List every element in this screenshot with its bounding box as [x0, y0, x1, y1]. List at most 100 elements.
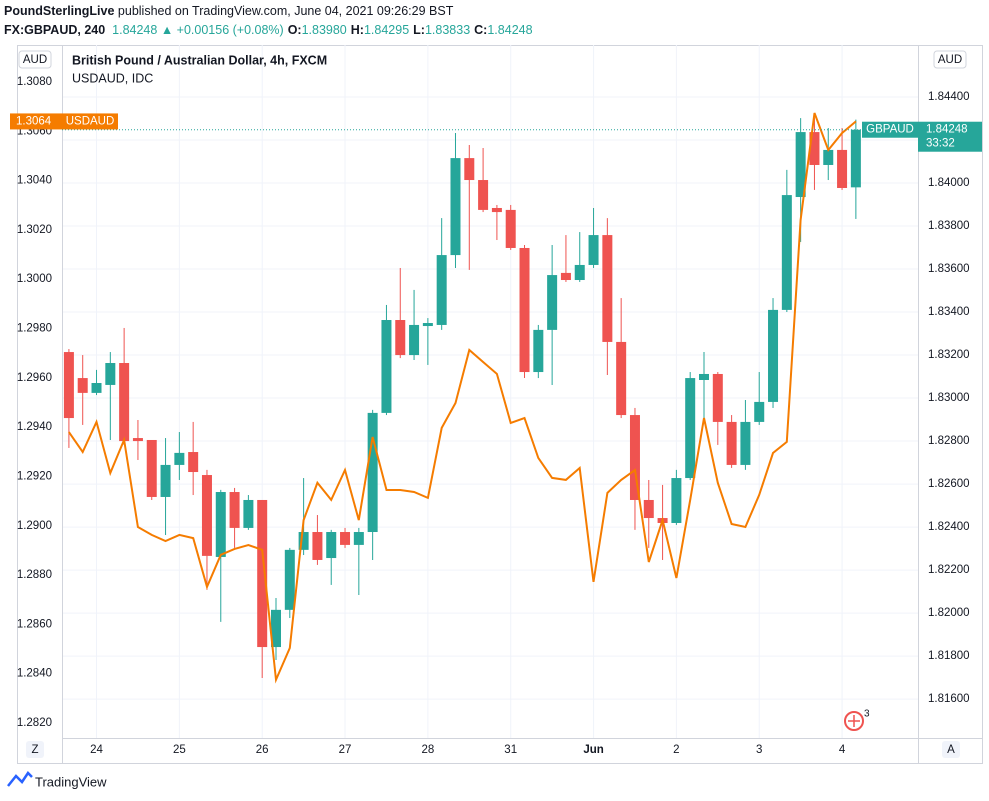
- z-button[interactable]: [26, 741, 44, 758]
- x-tick-label: 25: [173, 744, 186, 756]
- candle-body: [257, 499, 268, 648]
- x-tick-label: 4: [839, 744, 846, 756]
- price-label-value: 1.3064: [16, 115, 52, 127]
- candle-body: [754, 401, 765, 422]
- candle-body: [243, 499, 254, 528]
- candle-body: [671, 478, 682, 523]
- y-tick-label: 1.82200: [928, 564, 970, 576]
- candle-body: [740, 421, 751, 465]
- a-button[interactable]: [942, 741, 960, 758]
- candle-body: [146, 439, 157, 497]
- candle-body: [312, 532, 323, 560]
- candle-body: [726, 421, 737, 465]
- candle-body: [768, 309, 779, 402]
- price-label-box: [10, 113, 62, 130]
- candle-body: [533, 329, 544, 373]
- y2-tick-label: 1.2900: [17, 520, 52, 532]
- header-line-2: FX:GBPAUD, 240 1.84248 ▲ +0.00156 (+0.08…: [4, 21, 533, 40]
- candle-body: [781, 195, 792, 310]
- candle-body: [809, 132, 820, 165]
- price-label-value: 1.84248: [926, 124, 968, 136]
- header-line-1: PoundSterlingLive published on TradingVi…: [4, 2, 533, 21]
- candle-body: [629, 415, 640, 500]
- candle-body: [491, 207, 502, 213]
- line-series: [68, 112, 857, 684]
- y-tick-label: 1.83800: [928, 220, 970, 232]
- x-tick-label: 27: [339, 744, 352, 756]
- published: published on TradingView.com, June 04, 2…: [117, 4, 454, 18]
- a-label[interactable]: A: [947, 744, 955, 756]
- candle-body: [188, 452, 199, 473]
- y2-tick-label: 1.2860: [17, 618, 52, 630]
- candle-body: [271, 609, 281, 648]
- candle-body: [298, 532, 309, 550]
- z-label[interactable]: Z: [31, 744, 38, 756]
- y-tick-label: 1.82000: [928, 607, 970, 619]
- candle-body: [353, 532, 364, 545]
- countdown: 33:32: [926, 138, 955, 150]
- right-unit-button[interactable]: [933, 50, 967, 69]
- candle-body: [422, 323, 433, 327]
- candle-body: [574, 264, 585, 281]
- last: 1.84248: [112, 23, 158, 37]
- price-label-name: GBPAUD: [866, 124, 914, 136]
- price-label-box: [918, 121, 982, 152]
- candle-body: [174, 452, 185, 465]
- y-tick-label: 1.83400: [928, 306, 970, 318]
- ohlc-label: H:: [350, 23, 364, 37]
- indicator-badge: 3: [864, 709, 870, 720]
- candle-body: [685, 378, 696, 479]
- y-tick-label: 1.83200: [928, 349, 970, 361]
- candle-body: [229, 492, 240, 528]
- ohlc-label: L:: [413, 23, 425, 37]
- ohlc-value: 1.84248: [487, 23, 533, 37]
- x-tick-label: 28: [421, 744, 434, 756]
- right-unit[interactable]: AUD: [938, 54, 962, 66]
- ohlc-value: 1.83833: [424, 23, 471, 37]
- y2-tick-label: 1.3080: [17, 76, 52, 88]
- candle-body: [450, 158, 461, 256]
- left-unit[interactable]: AUD: [23, 54, 47, 66]
- ohlc-label: O:: [287, 23, 302, 37]
- brand-logo: [7, 771, 33, 787]
- y-tick-label: 1.81600: [928, 693, 970, 705]
- y2-tick-label: 1.2820: [17, 717, 52, 729]
- y2-tick-label: 1.3000: [17, 273, 52, 285]
- author: PoundSterlingLive: [4, 4, 115, 18]
- candle-body: [588, 235, 599, 265]
- chart-frame: [17, 45, 983, 764]
- y-tick-label: 1.82400: [928, 521, 970, 533]
- x-tick-label: 26: [256, 744, 269, 756]
- candle-body: [505, 209, 516, 248]
- ohlc-value: 1.83980: [301, 23, 347, 37]
- candle-body: [77, 378, 88, 393]
- change: ▲ +0.00156 (+0.08%): [160, 23, 284, 37]
- y-tick-label: 1.83000: [928, 392, 970, 404]
- candle-body: [850, 129, 861, 188]
- candle-body: [519, 247, 530, 373]
- marks: [63, 112, 861, 684]
- x-tick-label: Jun: [583, 744, 603, 756]
- x-tick-label: 24: [90, 744, 103, 756]
- y2-tick-label: 1.2920: [17, 470, 52, 482]
- candle-body: [160, 464, 171, 497]
- price-label-box: [62, 113, 118, 130]
- candle-body: [395, 320, 406, 356]
- y2-tick-label: 1.2980: [17, 323, 52, 335]
- y2-tick-label: 1.2940: [17, 421, 52, 433]
- y2-tick-label: 1.2880: [17, 569, 52, 581]
- y2-tick-label: 1.2960: [17, 372, 52, 384]
- candle-body: [91, 383, 102, 393]
- symbol: FX:GBPAUD, 240: [4, 23, 106, 37]
- y-tick-label: 1.84400: [928, 91, 970, 103]
- ohlc-label: C:: [474, 23, 488, 37]
- price-label-name: USDAUD: [66, 115, 115, 127]
- left-unit-button[interactable]: [18, 50, 52, 69]
- candle-body: [367, 412, 378, 533]
- price-label-box: [862, 121, 918, 138]
- ohlc-value: 1.84295: [363, 23, 410, 37]
- candle-body: [643, 499, 654, 519]
- candle-body: [326, 532, 337, 559]
